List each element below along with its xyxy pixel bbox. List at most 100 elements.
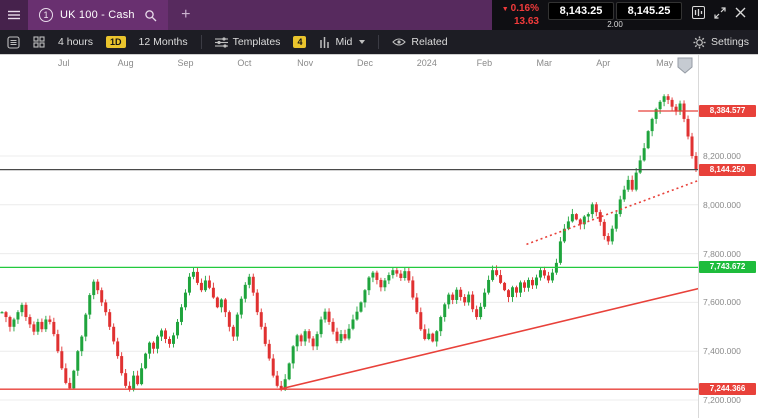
candle-body <box>351 319 355 329</box>
candle-body <box>12 319 16 327</box>
title-bar: 1 UK 100 - Cash + ▼ 0.16% 13.63 8,143.25 … <box>0 0 758 30</box>
candle-body <box>483 292 487 307</box>
candle-body <box>219 299 223 308</box>
toolbar-divider <box>200 35 202 49</box>
range-selector[interactable]: 12 Months <box>139 36 188 48</box>
month-label: Aug <box>118 58 134 68</box>
axis-tick-label: 7,800.000 <box>703 248 741 259</box>
search-icon[interactable] <box>144 9 157 22</box>
interval-selector[interactable]: 4 hours <box>58 36 93 48</box>
range-label: 12 Months <box>138 36 188 48</box>
candle-body <box>427 333 431 339</box>
candle-body <box>546 275 550 281</box>
candle-body <box>666 96 670 100</box>
candle-body <box>678 103 682 112</box>
candle-body <box>315 334 319 347</box>
candle-body <box>44 319 48 330</box>
change-value: 13.63 <box>513 16 539 27</box>
candle-body <box>299 335 303 342</box>
candle-body <box>68 382 72 389</box>
candle-body <box>339 334 343 341</box>
candle-body <box>311 338 315 347</box>
month-label: 2024 <box>417 58 437 68</box>
add-tab-button[interactable]: + <box>181 6 191 23</box>
change-block: ▼ 0.16% 13.63 <box>502 2 539 28</box>
price-chart-svg[interactable]: Jul Aug Sep Oct Nov Dec 2024 Feb Mar Apr May <box>0 55 698 418</box>
candle-body <box>515 287 519 293</box>
buy-price-button[interactable]: 8,145.25 <box>616 2 682 20</box>
candle-body <box>128 385 132 390</box>
candle-body <box>36 321 40 332</box>
price-type-selector[interactable]: Mid <box>319 36 366 48</box>
support-trendline[interactable] <box>279 287 698 391</box>
candle-body <box>52 321 56 335</box>
price-level-label: 7,244.366 <box>699 383 756 396</box>
chart-flag-marker-icon[interactable] <box>677 57 693 74</box>
instrument-title: UK 100 - Cash <box>60 9 135 21</box>
candle-body <box>24 304 28 318</box>
candle-body <box>534 277 538 286</box>
candle-body <box>112 326 116 342</box>
projection-trendline[interactable] <box>526 179 698 246</box>
templates-icon <box>214 36 228 48</box>
candle-body <box>618 199 622 215</box>
price-type-icon <box>319 36 330 48</box>
candle-body <box>550 272 554 281</box>
close-icon[interactable] <box>735 7 746 18</box>
related-label: Related <box>411 36 448 48</box>
candle-body <box>116 341 120 357</box>
candle-body <box>355 311 359 320</box>
candle-body <box>562 228 566 242</box>
candle-body <box>267 343 271 359</box>
candle-body <box>578 219 582 225</box>
price-level-label: 8,144.250 <box>699 163 756 176</box>
candle-body <box>100 290 104 303</box>
candle-body <box>40 321 44 330</box>
candle-body <box>391 270 395 276</box>
candle-body <box>455 289 459 300</box>
related-button[interactable]: Related <box>392 36 448 48</box>
candle-body <box>255 292 259 313</box>
spread-value: 2.00 <box>607 20 623 29</box>
candle-body <box>136 375 140 385</box>
candle-body <box>606 236 610 242</box>
candle-body <box>48 319 52 322</box>
expand-icon[interactable] <box>714 6 726 19</box>
watchlist-button[interactable] <box>7 35 20 49</box>
candle-body <box>447 294 451 305</box>
interval-label: 4 hours <box>58 36 94 48</box>
candle-body <box>303 331 307 342</box>
interval-badge[interactable]: 1D <box>106 36 126 48</box>
chart-type-icon[interactable] <box>692 6 705 19</box>
candle-body <box>347 328 351 339</box>
candle-body <box>670 99 674 107</box>
layout-grid-button[interactable] <box>33 36 45 48</box>
candle-body <box>203 280 207 291</box>
price-axis[interactable]: 8,200.000 8,000.000 7,800.000 7,600.000 7,40… <box>698 55 758 418</box>
candle-body <box>263 326 267 344</box>
candle-body <box>120 356 124 374</box>
candle-body <box>411 280 415 298</box>
candle-body <box>64 368 68 383</box>
sell-price-button[interactable]: 8,143.25 <box>548 2 614 20</box>
candle-body <box>227 312 231 327</box>
axis-tick-label: 7,400.000 <box>703 346 741 357</box>
candle-body <box>694 156 698 170</box>
candle-body <box>399 273 403 278</box>
axis-tick-label: 7,600.000 <box>703 297 741 308</box>
menu-button[interactable] <box>0 0 28 30</box>
candle-body <box>28 317 32 325</box>
candle-body <box>144 353 148 369</box>
candle-body <box>0 312 4 314</box>
candle-body <box>626 179 630 190</box>
instrument-tab[interactable]: 1 UK 100 - Cash <box>28 0 168 30</box>
candle-body <box>542 270 546 276</box>
axis-tick-label: 8,200.000 <box>703 151 741 161</box>
month-label: Nov <box>297 58 314 68</box>
templates-count-badge[interactable]: 4 <box>293 36 307 48</box>
settings-button[interactable]: Settings <box>693 35 749 49</box>
candle-body <box>291 346 295 364</box>
candle-body <box>307 331 311 339</box>
templates-button[interactable]: Templates <box>214 36 280 48</box>
candle-body <box>164 330 168 339</box>
